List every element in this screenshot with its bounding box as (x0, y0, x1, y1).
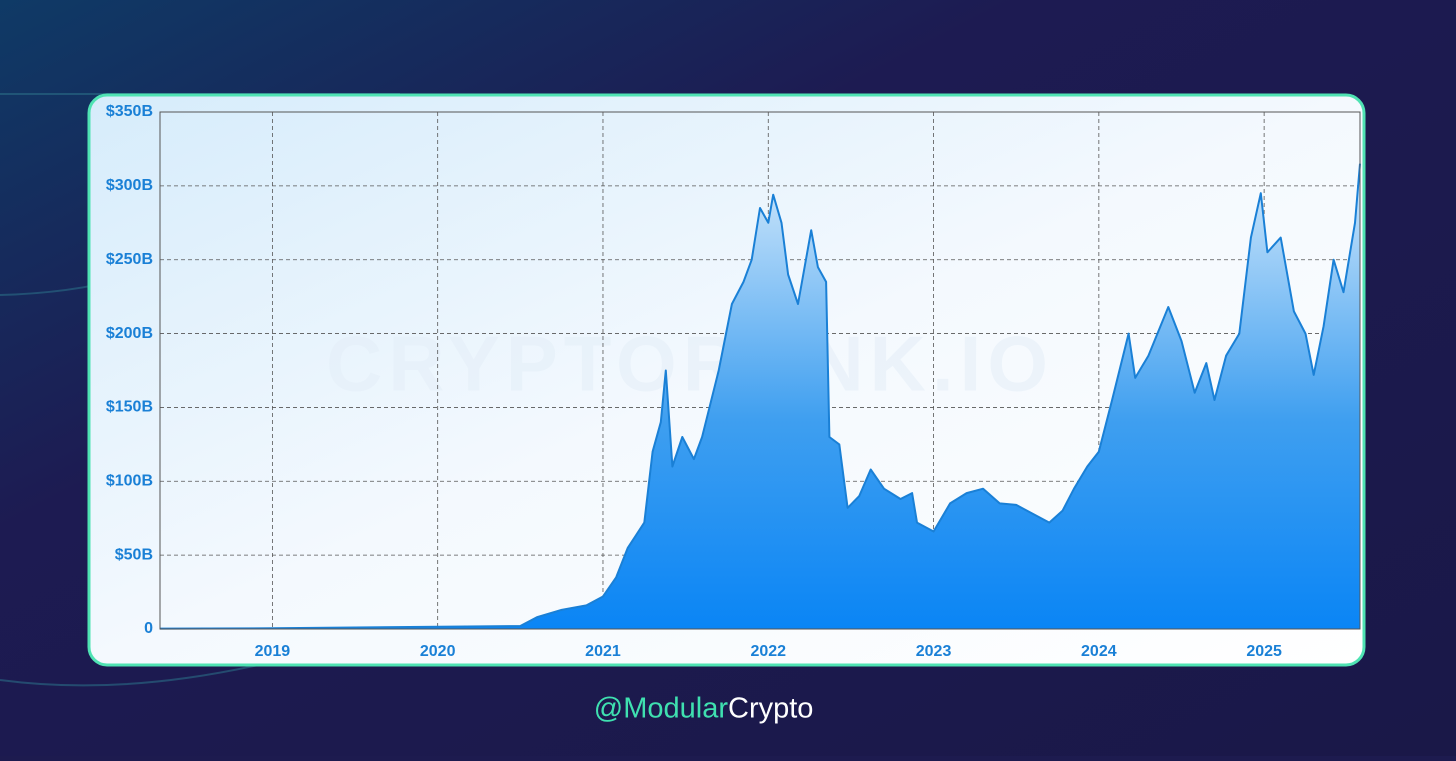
x-tick-label: 2019 (255, 643, 291, 660)
area-line (159, 163, 1361, 630)
y-tick-label: $200B (106, 325, 153, 342)
x-tick-label: 2023 (916, 643, 952, 660)
plot-frame (159, 111, 1361, 630)
y-tick-label: 0 (144, 620, 153, 637)
y-tick-label: $150B (106, 399, 153, 416)
y-tick-label: $250B (106, 251, 153, 268)
x-tick-label: 2025 (1246, 643, 1282, 660)
footer-prefix: @Modular (594, 693, 729, 725)
y-tick-label: $100B (106, 473, 153, 490)
x-tick-label: 2022 (750, 643, 786, 660)
area-fill (160, 163, 1360, 629)
x-tick-label: 2020 (420, 643, 456, 660)
footer-suffix: Crypto (728, 693, 813, 725)
y-tick-label: $50B (115, 546, 153, 563)
y-tick-label: $300B (106, 177, 153, 194)
watermark: CRYPTORANK.IO (326, 320, 1054, 408)
x-tick-label: 2024 (1081, 643, 1117, 660)
y-tick-label: $350B (106, 103, 153, 120)
x-tick-label: 2021 (585, 643, 621, 660)
